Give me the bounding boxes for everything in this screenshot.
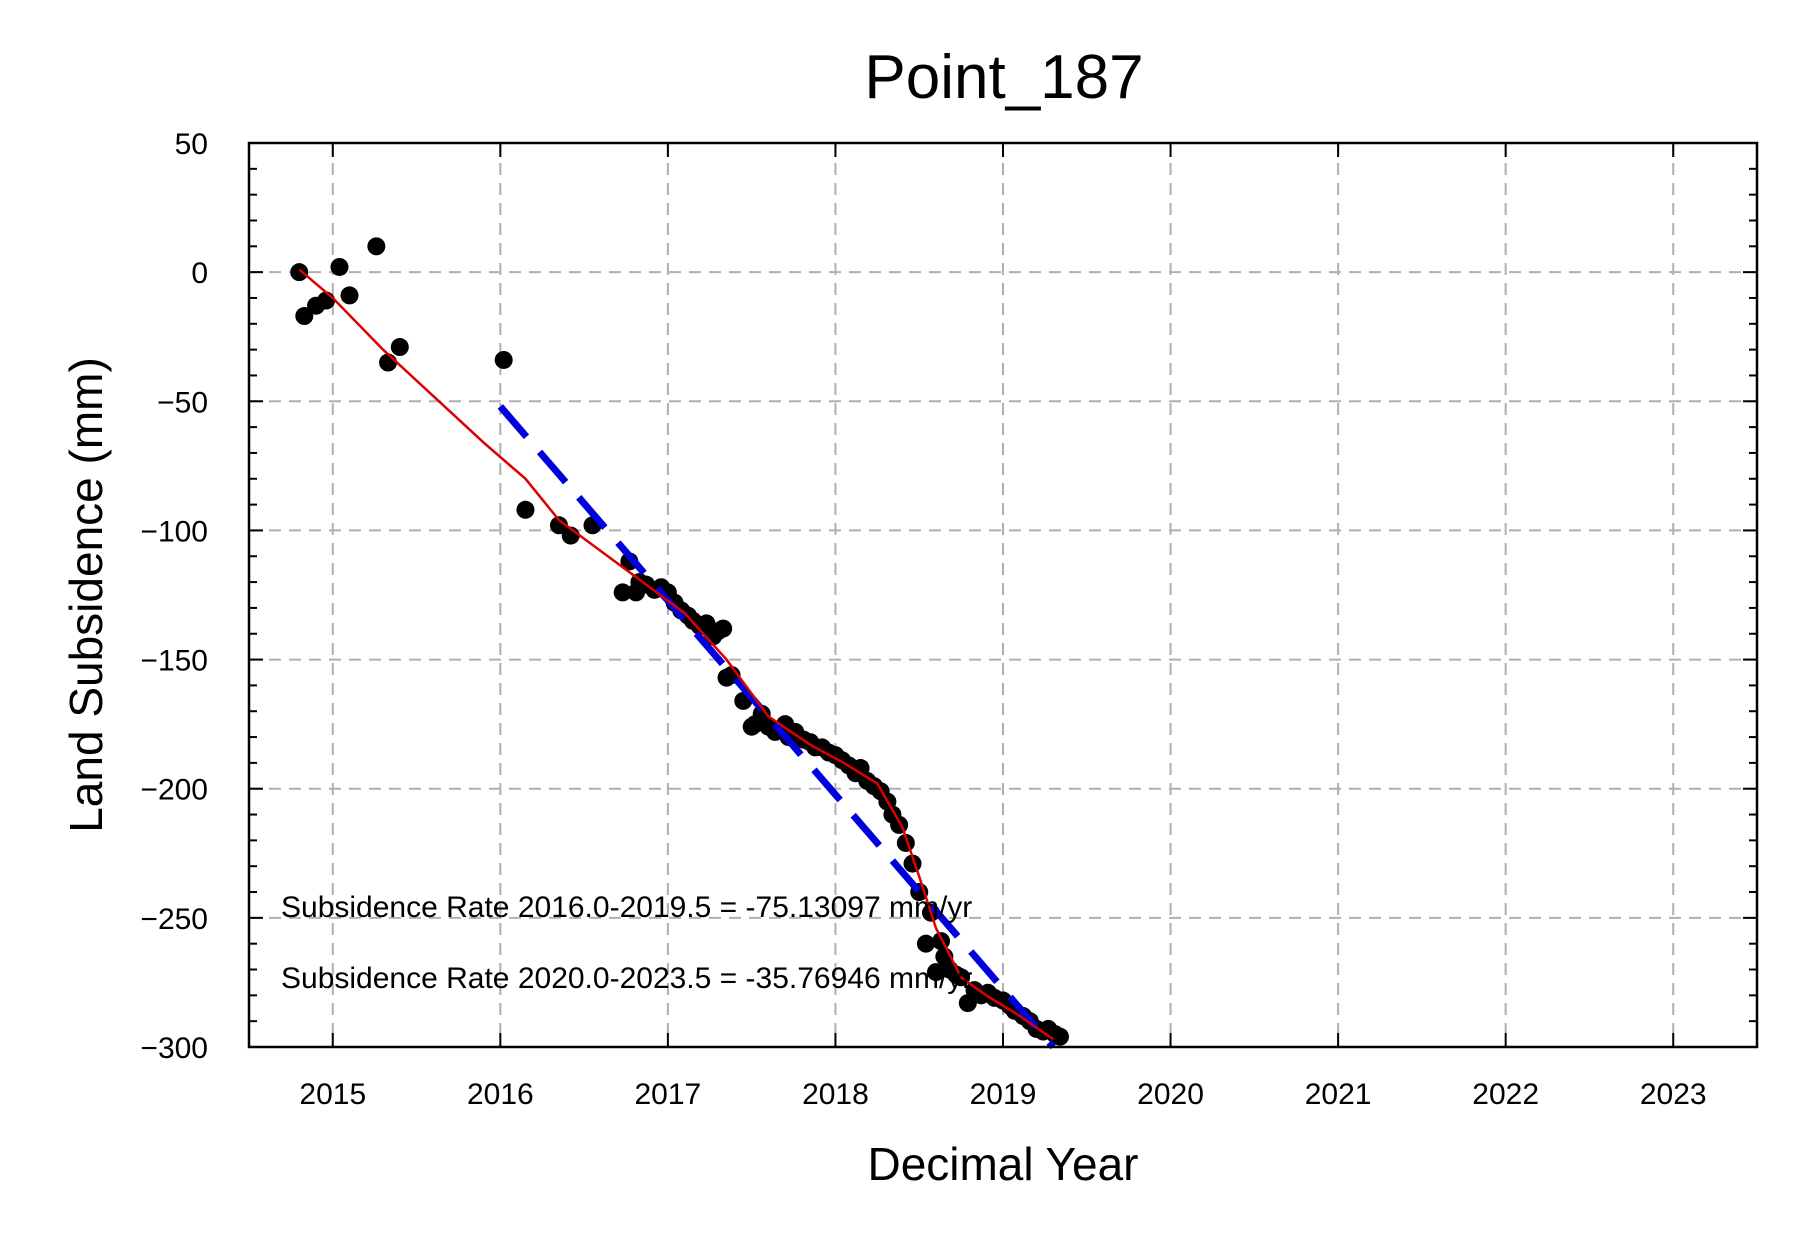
plot-frame xyxy=(247,141,1759,1049)
data-point xyxy=(516,500,535,519)
data-point xyxy=(549,516,568,535)
y-tick-labels: 50 0 −50 −100 −150 −200 −250 −300 xyxy=(140,128,208,1065)
data-point xyxy=(932,932,951,951)
chart-title: Point_187 xyxy=(864,43,1143,112)
annotation-rate-2020-2023: Subsidence Rate 2020.0-2023.5 = -35.7694… xyxy=(281,962,972,995)
data-point xyxy=(714,619,733,638)
data-point xyxy=(494,350,513,369)
x-tick-label: 2022 xyxy=(1472,1078,1539,1111)
y-tick-label: −150 xyxy=(140,645,208,678)
data-point xyxy=(890,815,909,834)
y-tick-label: −300 xyxy=(140,1032,208,1065)
data-point xyxy=(340,286,359,305)
x-tick-label: 2018 xyxy=(802,1078,869,1111)
data-point xyxy=(290,263,309,282)
x-tick-label: 2021 xyxy=(1305,1078,1372,1111)
x-tick-label: 2015 xyxy=(299,1078,366,1111)
data-point xyxy=(317,291,336,310)
data-point xyxy=(613,583,632,602)
y-tick-label: −100 xyxy=(140,515,208,548)
x-tick-labels: 2015 2016 2017 2018 2019 2020 2021 2022 2023 xyxy=(299,1078,1706,1111)
annotation-rate-2016-2019: Subsidence Rate 2016.0-2019.5 = -75.1309… xyxy=(281,891,972,924)
data-point xyxy=(330,257,349,276)
data-point xyxy=(379,353,398,372)
data-point xyxy=(295,307,314,326)
x-tick-label: 2017 xyxy=(635,1078,702,1111)
data-point xyxy=(926,963,945,982)
x-tick-label: 2020 xyxy=(1137,1078,1204,1111)
trend-line xyxy=(497,404,1056,1050)
y-axis-label: Land Subsidence (mm) xyxy=(60,357,112,833)
x-axis-label: Decimal Year xyxy=(867,1138,1138,1190)
smoothed-line xyxy=(298,268,1055,1041)
data-point xyxy=(390,338,409,357)
y-tick-label: 50 xyxy=(175,128,208,161)
x-tick-label: 2019 xyxy=(970,1078,1037,1111)
x-tick-label: 2023 xyxy=(1640,1078,1707,1111)
y-tick-label: −200 xyxy=(140,774,208,807)
x-tick-label: 2016 xyxy=(467,1078,534,1111)
series-layer xyxy=(290,237,1069,1050)
y-tick-label: −50 xyxy=(157,386,208,419)
data-point xyxy=(916,934,935,953)
data-point xyxy=(367,237,386,256)
y-tick-label: 0 xyxy=(191,257,208,290)
data-point xyxy=(1050,1027,1069,1046)
grid-layer xyxy=(249,143,1757,1047)
axis-ticks xyxy=(249,142,1757,1048)
y-tick-label: −250 xyxy=(140,903,208,936)
